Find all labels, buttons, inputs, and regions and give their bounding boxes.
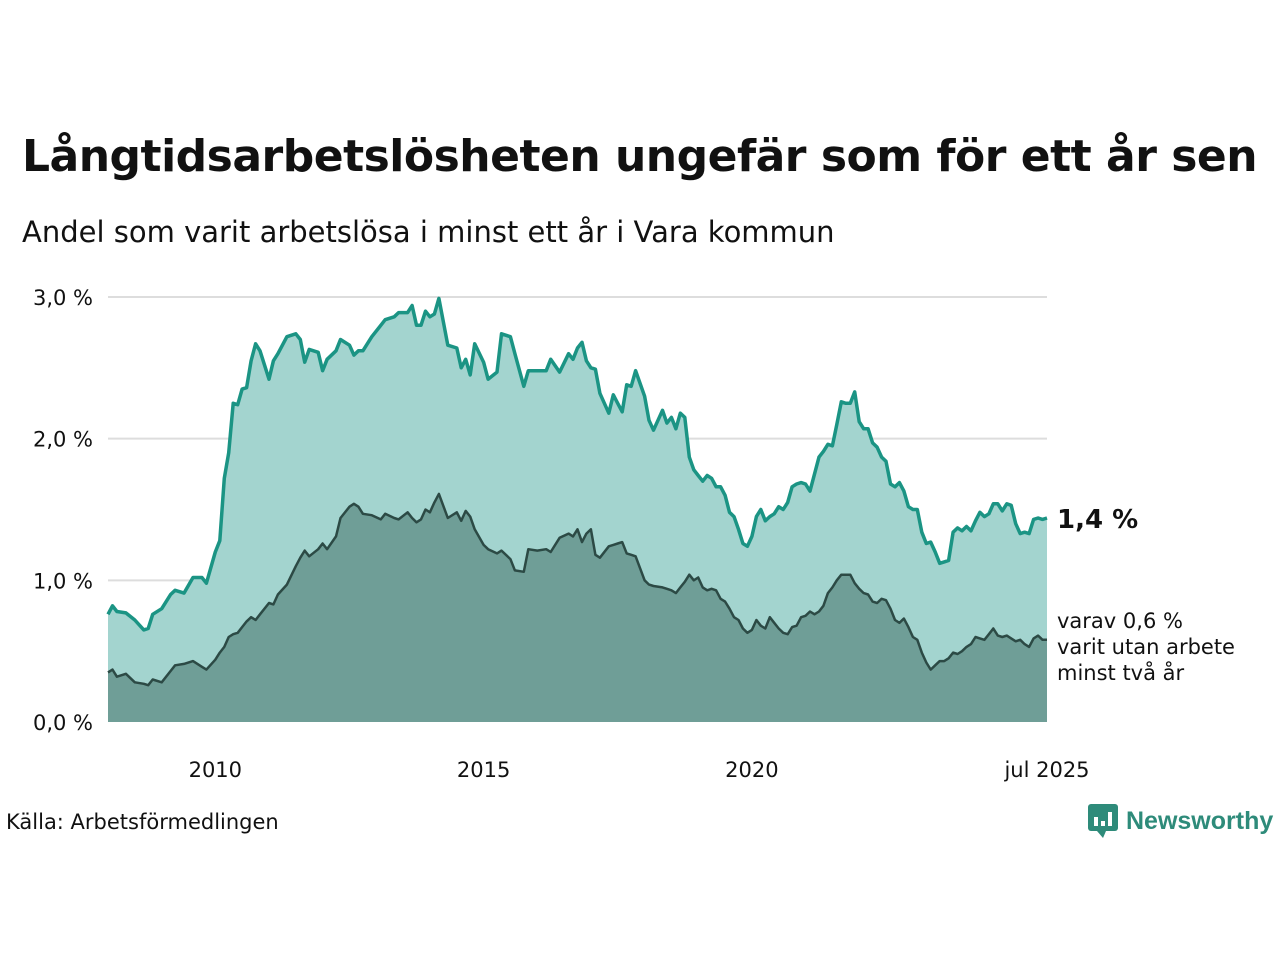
- y-tick-label: 1,0 %: [33, 569, 93, 593]
- y-tick-label: 3,0 %: [33, 286, 93, 310]
- chart-subtitle: Andel som varit arbetslösa i minst ett å…: [22, 215, 835, 249]
- two-year-end-label: varav 0,6 %: [1057, 609, 1183, 633]
- chart-labels: 0,0 % 1,0 % 2,0 % 3,0 % 2010 2015 2020 jul 2025…: [33, 286, 1235, 782]
- y-tick-label: 0,0 %: [33, 711, 93, 735]
- brand-name: Newsworthy: [1126, 806, 1274, 835]
- chart-title: Långtidsarbetslösheten ungefär som för e…: [22, 131, 1258, 182]
- y-tick-label: 2,0 %: [33, 428, 93, 452]
- total-end-label: 1,4 %: [1057, 505, 1138, 535]
- x-tick-label: 2020: [725, 758, 778, 782]
- two-year-end-label: varit utan arbete: [1057, 635, 1235, 659]
- two-year-series-line: [107, 492, 1047, 687]
- total-series-line: [106, 296, 1048, 632]
- newsworthy-logo: Newsworthy: [1088, 804, 1273, 838]
- two-year-end-label: minst två år: [1057, 660, 1185, 685]
- source-note: Källa: Arbetsförmedlingen: [6, 810, 279, 834]
- x-tick-label: 2015: [457, 758, 510, 782]
- two-year-series-area: [108, 493, 1047, 722]
- data-areas: [106, 296, 1048, 722]
- x-tick-label: 2010: [189, 758, 242, 782]
- x-tick-label: jul 2025: [1003, 758, 1089, 782]
- newsworthy-icon: [1088, 804, 1118, 838]
